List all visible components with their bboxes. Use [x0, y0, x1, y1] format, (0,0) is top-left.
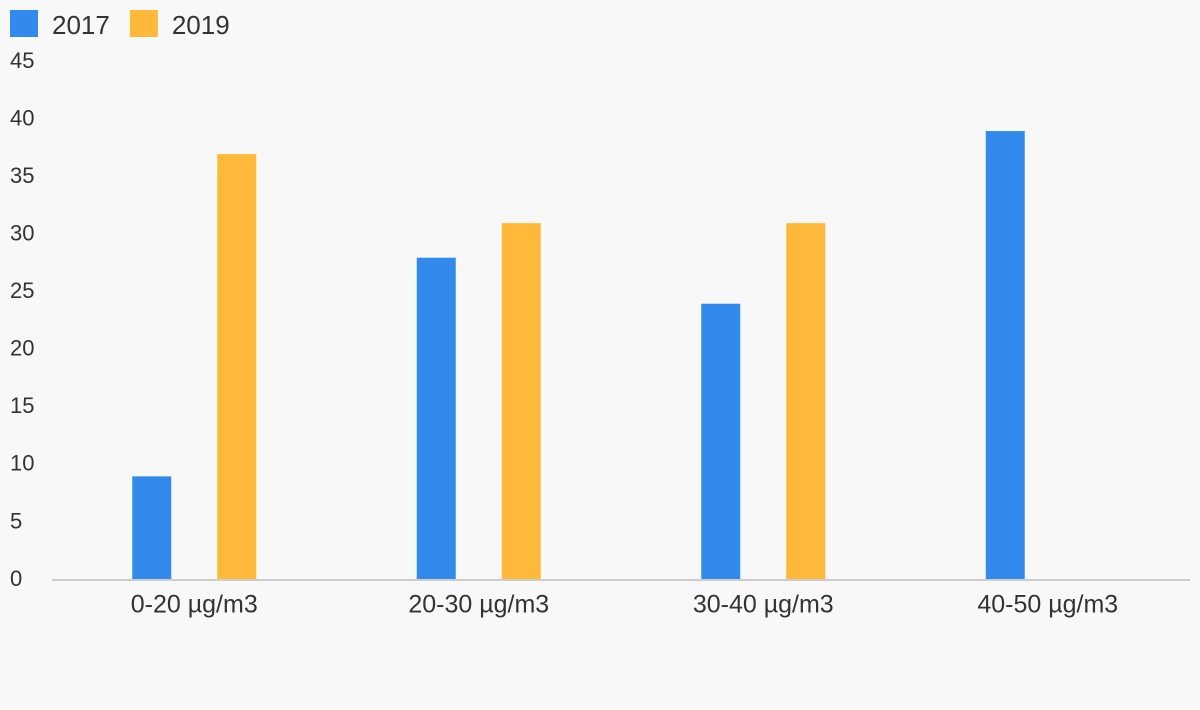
- x-tick-label: 20-30 µg/m3: [408, 591, 549, 619]
- bar: [217, 154, 257, 581]
- bar: [501, 223, 541, 580]
- x-tick-label: 0-20 µg/m3: [131, 591, 258, 619]
- legend-label: 2017: [52, 10, 110, 40]
- bar: [786, 223, 826, 580]
- bar: [416, 257, 456, 580]
- legend-label: 2019: [172, 10, 230, 40]
- y-tick-label: 30: [10, 220, 34, 245]
- y-tick-label: 5: [10, 508, 22, 533]
- y-tick-label: 0: [10, 566, 22, 591]
- y-tick-label: 35: [10, 163, 34, 188]
- bar: [132, 476, 172, 580]
- legend-swatch: [129, 10, 158, 37]
- y-tick-label: 45: [10, 48, 34, 73]
- bar: [985, 131, 1025, 581]
- y-tick-label: 10: [10, 451, 34, 476]
- y-tick-label: 15: [10, 393, 34, 418]
- x-tick-label: 40-50 µg/m3: [977, 591, 1118, 619]
- legend-swatch: [10, 10, 38, 37]
- y-tick-label: 25: [10, 278, 34, 303]
- bar: [701, 303, 741, 580]
- y-tick-label: 40: [10, 105, 34, 130]
- y-tick-label: 20: [10, 336, 34, 361]
- x-tick-label: 30-40 µg/m3: [693, 591, 834, 619]
